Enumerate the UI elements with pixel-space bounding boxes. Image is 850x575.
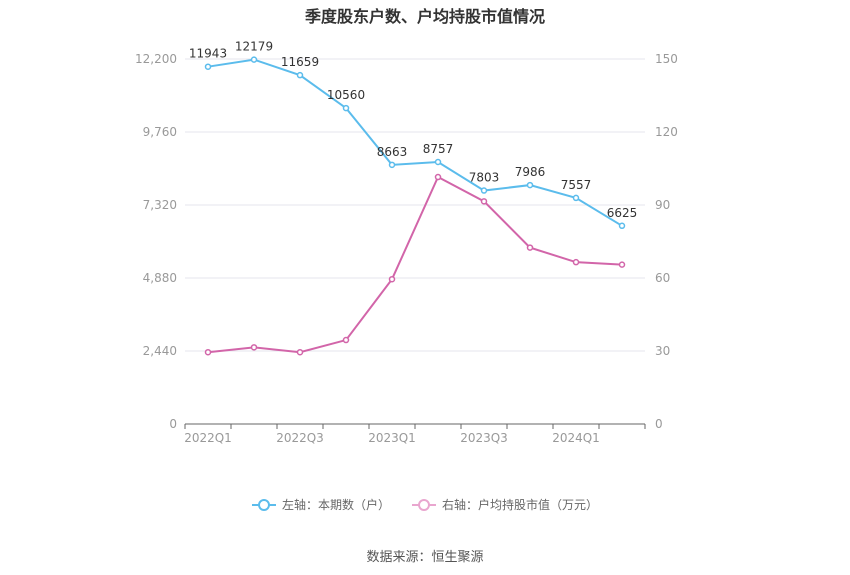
y-right-tick-label: 120	[655, 125, 678, 139]
x-tick-label: 2023Q1	[368, 431, 416, 445]
x-tick-label: 2022Q3	[276, 431, 324, 445]
data-point-series1	[296, 71, 304, 79]
data-point-series1	[250, 56, 258, 63]
data-label: 11659	[281, 55, 319, 69]
y-left-tick-label: 9,760	[143, 125, 177, 139]
series-line-2	[207, 175, 623, 354]
data-point-series1	[526, 181, 534, 189]
y-right-tick-label: 30	[655, 344, 670, 358]
data-point-series2	[526, 244, 534, 251]
data-point-series2	[296, 348, 304, 356]
data-point-series2	[480, 198, 488, 205]
series-line-1	[207, 58, 623, 227]
y-right-tick-label: 90	[655, 198, 670, 212]
data-point-series2	[388, 275, 396, 283]
data-label: 12179	[235, 40, 273, 54]
data-point-series2	[572, 258, 580, 266]
data-label: 7986	[515, 165, 546, 179]
y-left-tick-label: 7,320	[143, 198, 177, 212]
data-point-series2	[250, 344, 258, 351]
axes: 0 0 2,440 30 4,880 60 7,320 90 9,760 120 12,200 150…	[135, 52, 678, 445]
data-label: 7557	[561, 178, 592, 192]
data-point-series1	[204, 63, 212, 70]
data-point-series2	[618, 261, 626, 268]
legend-series1-label: 左轴：本期数（户）	[281, 498, 390, 512]
data-point-series1	[480, 187, 488, 194]
data-point-series1	[342, 104, 350, 112]
legend-series1-icon	[251, 498, 276, 511]
data-label: 8663	[377, 145, 408, 159]
grid-lines	[185, 58, 645, 352]
legend-item-series1[interactable]: 左轴：本期数（户）	[251, 496, 390, 513]
legend-series2-icon	[412, 498, 436, 511]
data-point-series2	[342, 336, 350, 344]
data-point-series1	[434, 158, 442, 166]
y-left-tick-label: 4,880	[143, 271, 177, 285]
data-label: 10560	[327, 88, 365, 102]
data-point-series1	[618, 222, 626, 230]
data-label: 7803	[469, 171, 500, 185]
data-point-series2	[434, 173, 442, 181]
data-labels: 11943 12179 11659 10560 8663 8757 7803 7986 7557…	[189, 40, 637, 220]
data-label: 8757	[423, 142, 454, 156]
y-right-tick-label: 150	[655, 52, 678, 66]
data-point-series1	[572, 194, 580, 202]
y-left-tick-label: 0	[169, 417, 177, 431]
legend-item-series2[interactable]: 右轴：户均持股市值（万元）	[412, 496, 598, 513]
data-label: 11943	[189, 47, 227, 61]
x-tick-label: 2022Q1	[184, 431, 232, 445]
y-left-tick-label: 2,440	[143, 344, 177, 358]
data-label: 6625	[607, 206, 638, 220]
x-tick-label: 2023Q3	[460, 431, 508, 445]
x-tick-label: 2024Q1	[552, 431, 600, 445]
chart-title: 季度股东户数、户均持股市值情况	[304, 7, 545, 26]
legend-series2-label: 右轴：户均持股市值（万元）	[442, 498, 599, 512]
series-lines	[204, 56, 626, 356]
legend: 左轴：本期数（户） 右轴：户均持股市值（万元）	[0, 496, 850, 513]
data-point-series1	[388, 161, 396, 169]
data-source: 数据来源：恒生聚源	[366, 550, 484, 565]
y-left-tick-label: 12,200	[135, 52, 177, 66]
data-point-series2	[204, 348, 212, 356]
y-right-tick-label: 60	[655, 271, 670, 285]
y-right-tick-label: 0	[655, 417, 663, 431]
